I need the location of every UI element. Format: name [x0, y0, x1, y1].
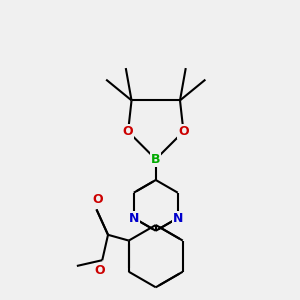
Text: N: N	[129, 212, 139, 225]
Text: N: N	[172, 212, 183, 225]
Text: O: O	[178, 125, 189, 138]
Text: O: O	[94, 264, 105, 277]
Text: O: O	[123, 125, 134, 138]
Text: O: O	[92, 193, 103, 206]
Text: B: B	[151, 153, 160, 166]
